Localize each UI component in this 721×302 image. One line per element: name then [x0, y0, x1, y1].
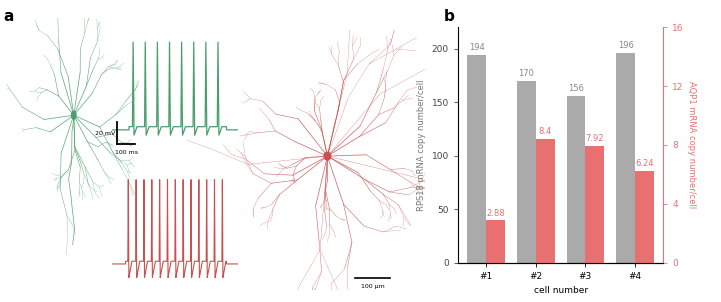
Bar [467, 55, 486, 263]
Circle shape [324, 152, 331, 160]
Text: 196: 196 [618, 41, 634, 50]
Bar [567, 96, 585, 263]
Text: 20 mV: 20 mV [95, 130, 115, 136]
Bar [585, 146, 604, 263]
Text: 100 μm: 100 μm [361, 284, 385, 289]
Text: 8.4: 8.4 [539, 127, 552, 137]
Text: 100 ms: 100 ms [115, 150, 138, 155]
Y-axis label: RPS18 mRNA copy number/cell: RPS18 mRNA copy number/cell [417, 79, 426, 211]
Y-axis label: AQP1 mRNA copy number/cell: AQP1 mRNA copy number/cell [687, 81, 696, 209]
Text: b: b [443, 9, 454, 24]
Text: 194: 194 [469, 43, 485, 52]
Bar [486, 220, 505, 263]
X-axis label: cell number: cell number [534, 286, 588, 295]
Text: 2.88: 2.88 [486, 209, 505, 218]
Text: 170: 170 [518, 69, 534, 78]
Bar [635, 171, 654, 263]
Text: 156: 156 [568, 84, 584, 93]
Bar [517, 81, 536, 263]
Text: 7.92: 7.92 [585, 134, 604, 143]
Text: a: a [4, 9, 14, 24]
Circle shape [71, 111, 76, 119]
Bar [616, 53, 635, 263]
Bar [536, 139, 554, 263]
Text: 6.24: 6.24 [635, 159, 654, 168]
